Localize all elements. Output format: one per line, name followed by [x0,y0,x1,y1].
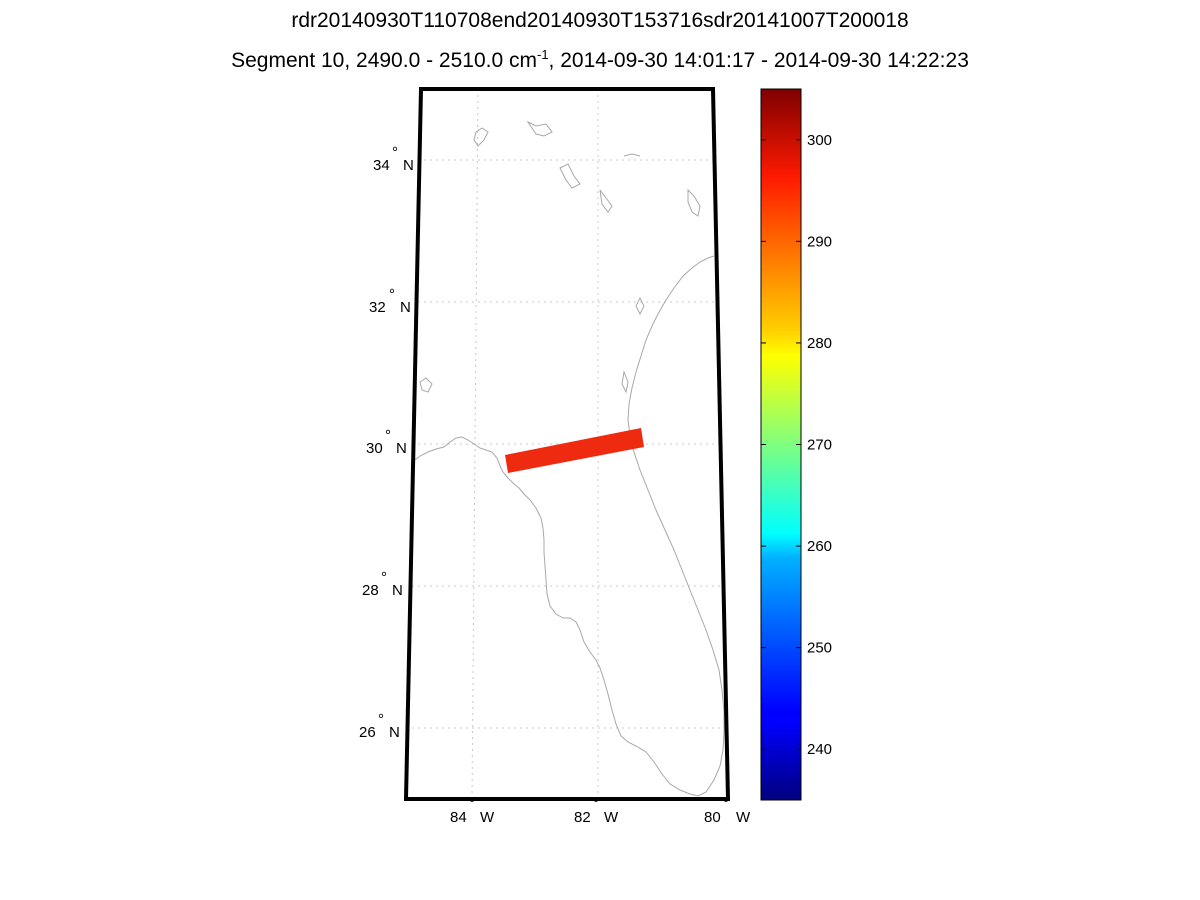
lon-label-82-hemi: W [604,809,619,826]
coastline-west-fragment [419,377,433,393]
lat-label-30-deg: 30 [366,440,383,457]
lon-label-82-degsym: ° [593,795,599,812]
lat-label-26-hemi: N [389,724,400,741]
coastlines [411,120,725,797]
lat-label-34-degsym: ° [392,144,398,161]
subtitle-suffix: , 2014-09-30 14:01:17 - 2014-09-30 14:22… [548,49,969,72]
observation-swath [505,428,644,473]
colorbar-tick-label: 290 [807,233,832,250]
colorbar-tick-label: 300 [807,132,832,149]
coastline-north-inland [473,120,641,189]
longitude-labels: 84 ° W 82 ° W 80 ° W [450,795,751,826]
lat-label-32-degsym: ° [389,286,395,303]
lat-label-28-deg: 28 [362,582,379,599]
lat-label-34-deg: 34 [373,157,390,174]
lon-label-82-deg: 82 [574,809,591,826]
grid-line-lon-84 [471,89,479,799]
lat-label-30-hemi: N [396,440,407,457]
chart-title: rdr20140930T110708end20140930T153716sdr2… [291,9,909,32]
colorbar-tick-label: 280 [807,335,832,352]
coastline-gulf-and-florida [411,255,725,797]
subtitle-prefix: Segment 10, 2490.0 - 2510.0 cm [231,49,537,72]
subtitle-unit-exponent: -1 [536,47,549,62]
colorbar-gradient [760,88,802,801]
colorbar: 240 250 260 270 280 290 300 [760,88,832,801]
lon-label-80-hemi: W [736,809,751,826]
lat-label-26-deg: 26 [359,724,376,741]
lat-label-32-deg: 32 [369,299,386,316]
lon-label-80-deg: 80 [704,809,721,826]
map-frame-border [403,87,731,801]
lat-label-28-degsym: ° [381,569,387,586]
lat-label-28-hemi: N [392,582,403,599]
lon-label-84-hemi: W [480,809,495,826]
lat-label-30-degsym: ° [385,427,391,444]
lat-label-26-degsym: ° [378,711,384,728]
colorbar-tick-label: 270 [807,437,832,454]
coastline-inland-bays [599,188,701,394]
lat-label-34-hemi: N [403,157,414,174]
lon-label-84-deg: 84 [450,809,467,826]
lon-label-84-degsym: ° [469,795,475,812]
lat-label-32-hemi: N [400,299,411,316]
colorbar-tick-label: 260 [807,538,832,555]
lon-label-80-degsym: ° [723,795,729,812]
colorbar-tick-label: 250 [807,640,832,657]
latitude-labels: 34 ° N 32 ° N 30 ° N 28 ° N 26 ° N [359,144,414,741]
colorbar-tick-label: 240 [807,741,832,758]
chart-subtitle: Segment 10, 2490.0 - 2510.0 cm-1, 2014-0… [0,47,1200,73]
